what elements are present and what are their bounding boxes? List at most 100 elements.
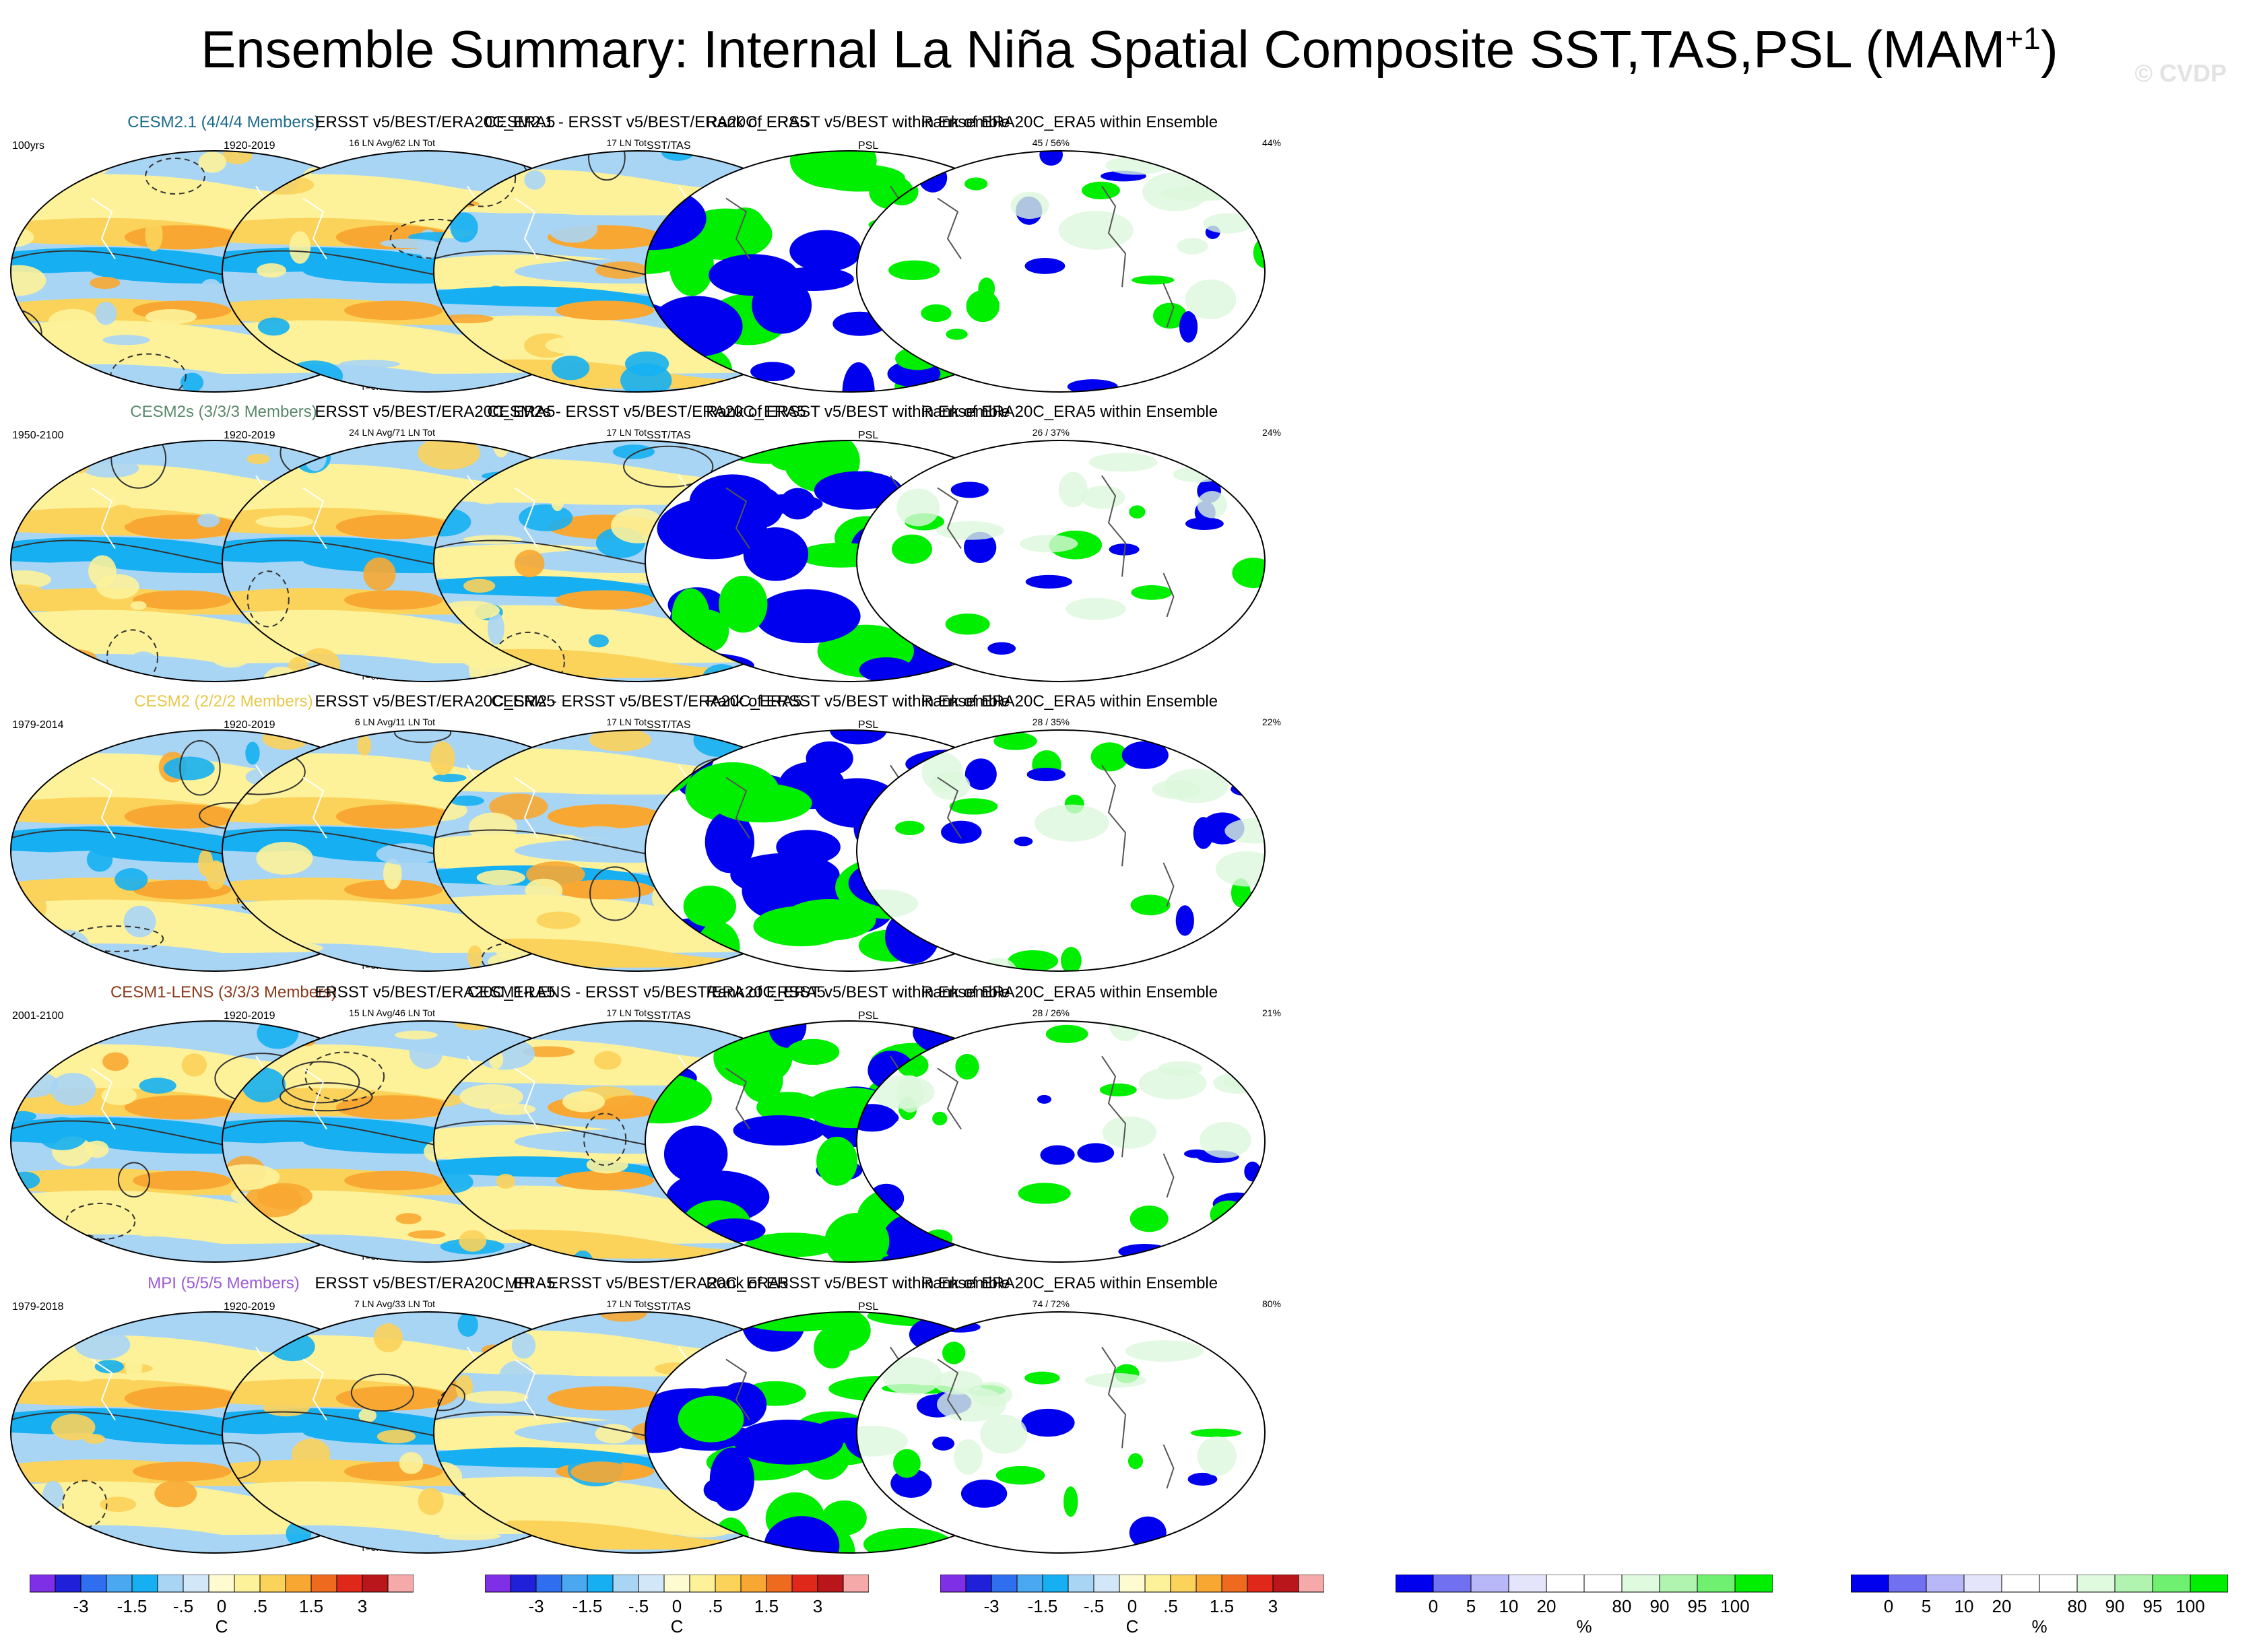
colorbar-tick-label: -3 — [983, 1596, 999, 1616]
colorbar-swatch — [131, 1575, 158, 1593]
colorbar-tick-label: 100 — [2175, 1596, 2204, 1616]
obs-period: 1920-2019 — [224, 1010, 275, 1022]
colorbar-swatch — [1851, 1575, 1889, 1593]
colorbar-unit: C — [216, 1616, 228, 1634]
period-label: 1979-2014 — [12, 719, 64, 731]
figure-title: Ensemble Summary: Internal La Niña Spati… — [201, 20, 2058, 79]
colorbar-tick-label: 80 — [2068, 1596, 2087, 1616]
colorbar-tick-label: 10 — [1499, 1596, 1519, 1616]
colorbar-swatch — [387, 1575, 414, 1593]
difference-title: CESM2s - ERSST v5/BEST/ERA20C_ERA5 — [487, 403, 806, 421]
colorbar-tick-label: 90 — [2105, 1596, 2125, 1616]
colorbar-swatch — [80, 1575, 107, 1593]
colorbar-swatch — [1272, 1575, 1299, 1593]
colorbar-swatch — [940, 1575, 967, 1593]
obs-count: 17 LN Tot — [606, 1007, 647, 1018]
colorbar-tick-label: -1.5 — [117, 1596, 148, 1616]
colorbar-swatch — [1508, 1575, 1547, 1593]
rank-sst-title: Rank of ERSST v5/BEST within Ensemble — [706, 1274, 1010, 1292]
colorbar-swatch — [310, 1575, 337, 1593]
rank-sst-label: SST/TAS — [647, 140, 691, 152]
obs-title: ERSST v5/BEST/ERA20C_ERA5 — [315, 983, 556, 1001]
colorbar-unit: % — [1576, 1616, 1592, 1634]
model-title: CESM2s (3/3/3 Members) — [130, 403, 317, 421]
colorbar-swatch — [1221, 1575, 1248, 1593]
colorbar-swatch — [510, 1575, 537, 1593]
colorbar-tick-label: 100 — [1720, 1596, 1749, 1616]
period-label: 1950-2100 — [12, 430, 64, 441]
colorbar-swatch — [1144, 1575, 1171, 1593]
rank-psl-label: PSL — [858, 1301, 879, 1313]
temperature-colorbar: -3 -1.5 -.5 0 .5 1.5 3 C — [485, 1575, 869, 1634]
colorbar-tick-label: 0 — [672, 1596, 682, 1616]
map-field — [857, 1021, 1265, 1262]
rank-psl-percent: 44% — [1262, 137, 1281, 148]
temperature-colorbar: -3 -1.5 -.5 0 .5 1.5 3 C — [30, 1575, 414, 1634]
la-nina-count: 16 LN Avg/62 LN Tot — [349, 137, 435, 148]
rank-sst-title: Rank of ERSST v5/BEST within Ensemble — [706, 692, 1010, 711]
rank-psl-label: PSL — [858, 719, 879, 731]
colorbar-swatch — [791, 1575, 818, 1593]
panel-r5-c5: Rank of ERA20C_ERA5 within Ensemble PSL 80… — [849, 1273, 1290, 1564]
colorbar-swatch — [1583, 1575, 1623, 1593]
map — [856, 150, 1266, 393]
panel-r4-c5: Rank of ERA20C_ERA5 within Ensemble PSL 21… — [849, 982, 1290, 1273]
obs-title: ERSST v5/BEST/ERA20C_ERA5 — [315, 692, 556, 711]
colorbar-swatch — [2190, 1575, 2228, 1593]
colorbar-swatch — [1546, 1575, 1585, 1593]
rank-psl-percent: 22% — [1262, 717, 1281, 727]
colorbar-swatch — [55, 1575, 81, 1593]
difference-title: CESM2 - ERSST v5/BEST/ERA20C_ERA5 — [491, 692, 802, 711]
colorbar-swatch — [587, 1575, 614, 1593]
obs-period: 1920-2019 — [224, 140, 275, 152]
obs-count: 17 LN Tot — [606, 427, 647, 438]
colorbar-swatch — [485, 1575, 511, 1593]
rank-sst-label: SST/TAS — [647, 1010, 691, 1022]
colorbar-swatch — [30, 1575, 56, 1593]
rank-sst-label: SST/TAS — [647, 1301, 691, 1313]
colorbar-swatch — [1068, 1575, 1094, 1593]
difference-title: CESM2.1 - ERSST v5/BEST/ERA20C_ERA5 — [484, 113, 809, 131]
obs-count: 17 LN Tot — [606, 717, 647, 727]
panel-r2-c5: Rank of ERA20C_ERA5 within Ensemble PSL 24… — [849, 401, 1290, 692]
period-label: 1979-2018 — [12, 1301, 64, 1313]
rank-psl-label: PSL — [858, 1010, 879, 1022]
colorbar-tick-label: 3 — [1268, 1596, 1278, 1616]
obs-count: 17 LN Tot — [606, 137, 647, 148]
colorbar-swatch — [638, 1575, 665, 1593]
colorbar-swatch — [183, 1575, 209, 1593]
colorbar-tick-label: -1.5 — [572, 1596, 603, 1616]
colorbar-tick-label: -.5 — [628, 1596, 649, 1616]
rank-sst-percent: 45 / 56% — [1032, 137, 1070, 148]
colorbar-swatch — [1196, 1575, 1222, 1593]
colorbar-swatch — [2039, 1575, 2078, 1593]
map-outline — [856, 729, 1266, 972]
la-nina-count: 7 LN Avg/33 LN Tot — [354, 1298, 435, 1309]
rank-sst-title: Rank of ERSST v5/BEST within Ensemble — [706, 983, 1010, 1001]
rank-sst-label: SST/TAS — [647, 430, 691, 441]
colorbar-tick-label: 3 — [813, 1596, 822, 1616]
colorbar-tick-label: -3 — [73, 1596, 88, 1616]
colorbar-swatch — [689, 1575, 716, 1593]
rank-sst-label: SST/TAS — [647, 719, 691, 731]
rank-psl-title: Rank of ERA20C_ERA5 within Ensemble — [921, 403, 1218, 421]
colorbar-swatch — [612, 1575, 639, 1593]
colorbar-tick-label: 95 — [2143, 1596, 2163, 1616]
rank-psl-title: Rank of ERA20C_ERA5 within Ensemble — [921, 1274, 1218, 1292]
rank-sst-percent: 28 / 35% — [1032, 717, 1070, 727]
colorbar-swatch — [362, 1575, 389, 1593]
colorbar-swatch — [991, 1575, 1018, 1593]
colorbar-swatch — [1093, 1575, 1120, 1593]
colorbar-tick-label: 1.5 — [1210, 1596, 1234, 1616]
map-outline — [856, 1020, 1266, 1263]
obs-title: ERSST v5/BEST/ERA20C_ERA5 — [315, 113, 556, 131]
obs-title: ERSST v5/BEST/ERA20C_ERA5 — [315, 403, 556, 421]
colorbar-swatch — [2076, 1575, 2116, 1593]
difference-title: MPI - ERSST v5/BEST/ERA20C_ERA5 — [504, 1274, 789, 1292]
map-outline — [856, 440, 1266, 682]
model-title: CESM2.1 (4/4/4 Members) — [127, 113, 320, 131]
obs-period: 1920-2019 — [224, 1301, 275, 1313]
colorbar-swatch — [1888, 1575, 1927, 1593]
rank-psl-title: Rank of ERA20C_ERA5 within Ensemble — [921, 983, 1218, 1001]
colorbar-tick-label: 0 — [1127, 1596, 1137, 1616]
